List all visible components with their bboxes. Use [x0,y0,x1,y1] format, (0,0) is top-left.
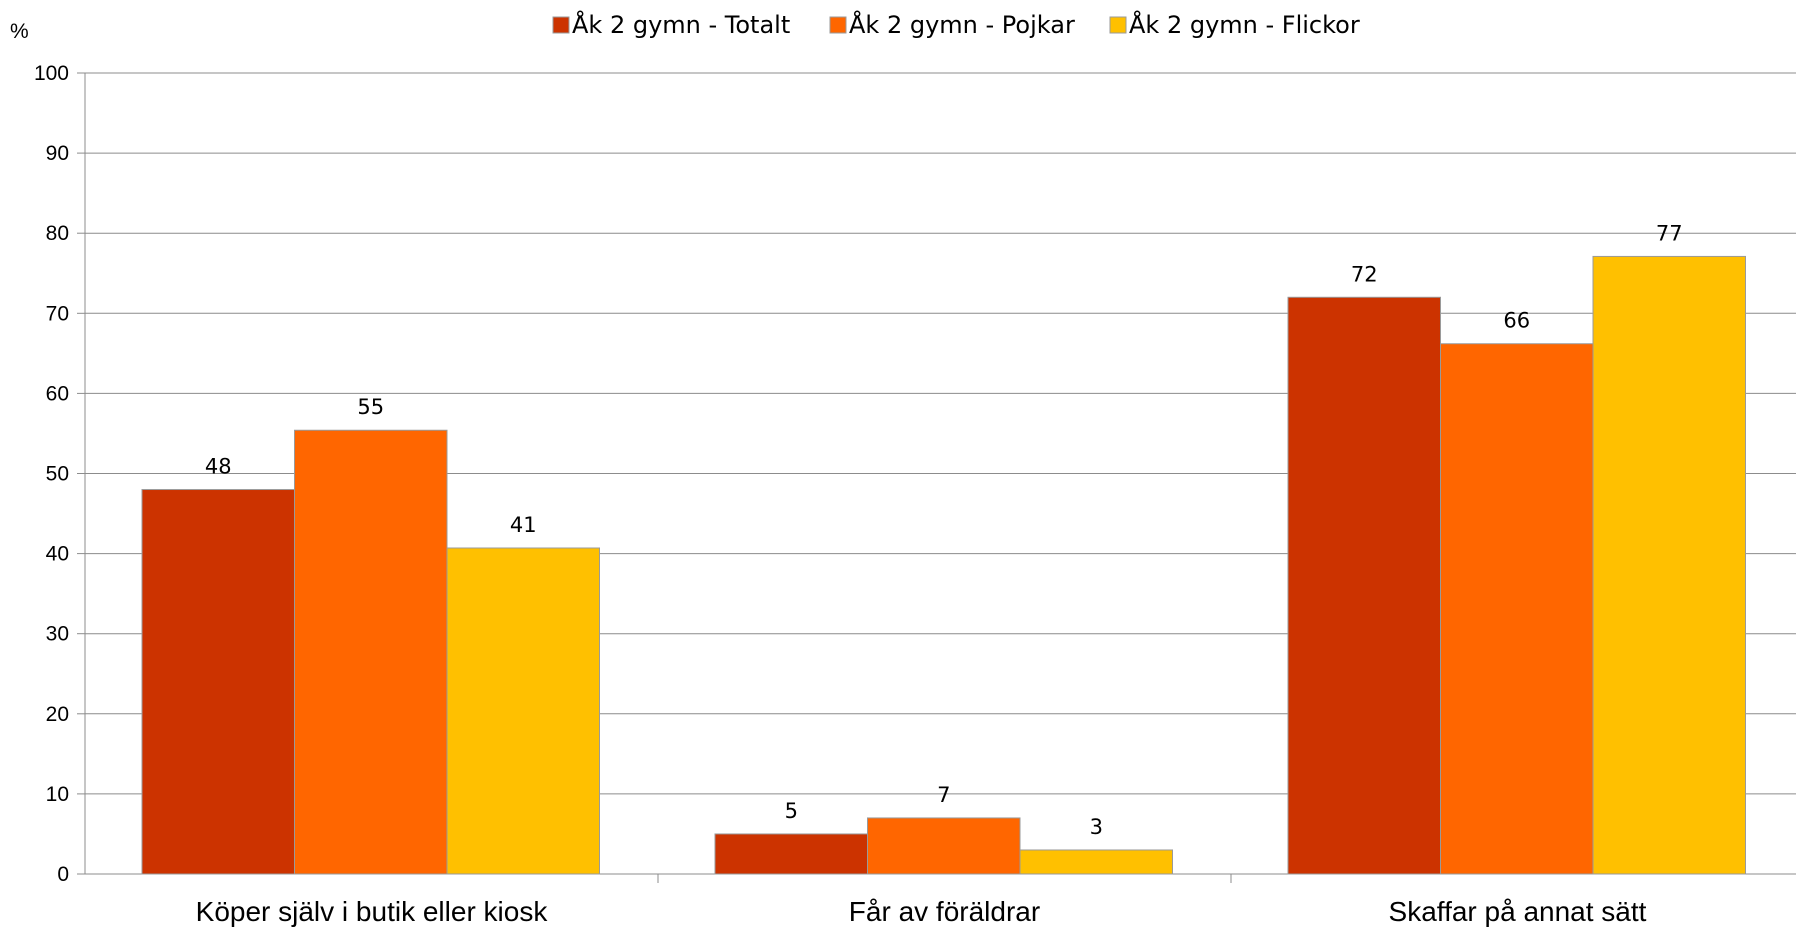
y-tick-label: 20 [46,703,69,726]
data-label: 55 [357,395,384,419]
data-label: 5 [785,799,798,823]
y-tick-label: 0 [57,863,69,886]
data-label: 72 [1351,262,1378,286]
bar [1440,343,1594,875]
data-labels: 48 55 41 5 7 3 72 66 77 [205,221,1683,839]
y-tick-label: 100 [34,62,69,85]
bar [294,429,448,875]
legend-entry: Åk 2 gymn - Totalt [572,10,790,39]
x-category-label: Skaffar på annat sätt [1389,896,1647,927]
bar [1592,255,1746,875]
legend-swatch [1109,16,1127,34]
bar [141,489,295,875]
legend-swatch [552,16,570,34]
data-label: 7 [937,783,950,807]
x-category-label: Köper själv i butik eller kiosk [196,896,549,927]
x-category-label: Får av föräldrar [849,896,1040,927]
bar [1019,849,1173,875]
data-label: 48 [205,455,232,479]
bar [1287,296,1441,875]
data-label: 3 [1090,815,1103,839]
bar [714,833,868,875]
bar [446,547,600,875]
data-label: 66 [1503,309,1530,333]
y-tick-label: 50 [46,463,69,486]
bars [141,255,1746,875]
y-tick-label: 60 [46,382,69,405]
y-tick-label: 70 [46,302,69,325]
y-tick-label: 80 [46,222,69,245]
legend: Åk 2 gymn - Totalt Åk 2 gymn - Pojkar Åk 2… [552,10,1360,39]
y-tick-label: 30 [46,623,69,646]
legend-entry: Åk 2 gymn - Pojkar [849,10,1075,39]
data-label: 41 [510,513,537,537]
legend-swatch [829,16,847,34]
y-tick-label: 10 [46,783,69,806]
y-axis-unit-label: % [10,20,29,43]
axes: 0 10 20 30 40 50 60 70 80 90 100 Köper själv i buti… [34,62,1796,927]
data-label: 77 [1656,221,1683,245]
y-tick-label: 40 [46,543,69,566]
y-tick-label: 90 [46,142,69,165]
legend-entry: Åk 2 gymn - Flickor [1129,10,1360,39]
bar [867,817,1021,875]
